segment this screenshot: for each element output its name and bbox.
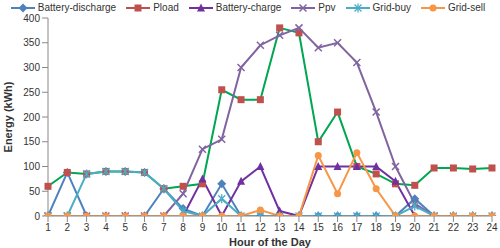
svg-text:20: 20 [409, 222, 421, 233]
svg-text:3: 3 [84, 222, 90, 233]
svg-text:23: 23 [467, 222, 479, 233]
svg-text:2: 2 [65, 222, 71, 233]
svg-text:Energy (kWh): Energy (kWh) [8, 81, 14, 152]
svg-text:24: 24 [486, 222, 492, 233]
svg-text:300: 300 [23, 62, 40, 73]
svg-text:200: 200 [23, 112, 40, 123]
svg-text:6: 6 [142, 222, 148, 233]
svg-text:4: 4 [103, 222, 109, 233]
svg-text:12: 12 [255, 222, 267, 233]
html-text:Ppv: Ppv [318, 2, 336, 13]
svg-text:16: 16 [332, 222, 344, 233]
svg-text:18: 18 [371, 222, 383, 233]
html-text:Grid-sell: Grid-sell [448, 2, 486, 13]
svg-text:11: 11 [236, 222, 247, 233]
svg-text:7: 7 [161, 222, 167, 233]
html-text:Battery-discharge: Battery-discharge [37, 2, 117, 13]
svg-text:17: 17 [351, 222, 363, 233]
svg-text:8: 8 [180, 222, 186, 233]
svg-text:13: 13 [274, 222, 286, 233]
svg-text:400: 400 [23, 13, 40, 24]
svg-text:100: 100 [23, 161, 40, 172]
svg-text:22: 22 [448, 222, 460, 233]
svg-text:Hour of the Day: Hour of the Day [229, 236, 312, 248]
svg-text:250: 250 [23, 87, 40, 98]
svg-text:14: 14 [293, 222, 305, 233]
svg-text:0: 0 [34, 211, 40, 222]
svg-text:50: 50 [29, 186, 41, 197]
svg-text:21: 21 [429, 222, 441, 233]
svg-text:15: 15 [313, 222, 325, 233]
svg-text:5: 5 [122, 222, 128, 233]
svg-text:1: 1 [45, 222, 51, 233]
html-text:Grid-buy: Grid-buy [372, 2, 411, 13]
svg-text:350: 350 [23, 37, 40, 48]
html-text:Pload: Pload [153, 2, 179, 13]
svg-text:19: 19 [390, 222, 402, 233]
svg-text:150: 150 [23, 136, 40, 147]
svg-text:9: 9 [200, 222, 206, 233]
svg-text:10: 10 [216, 222, 228, 233]
html-text:Battery-charge: Battery-charge [215, 2, 282, 13]
